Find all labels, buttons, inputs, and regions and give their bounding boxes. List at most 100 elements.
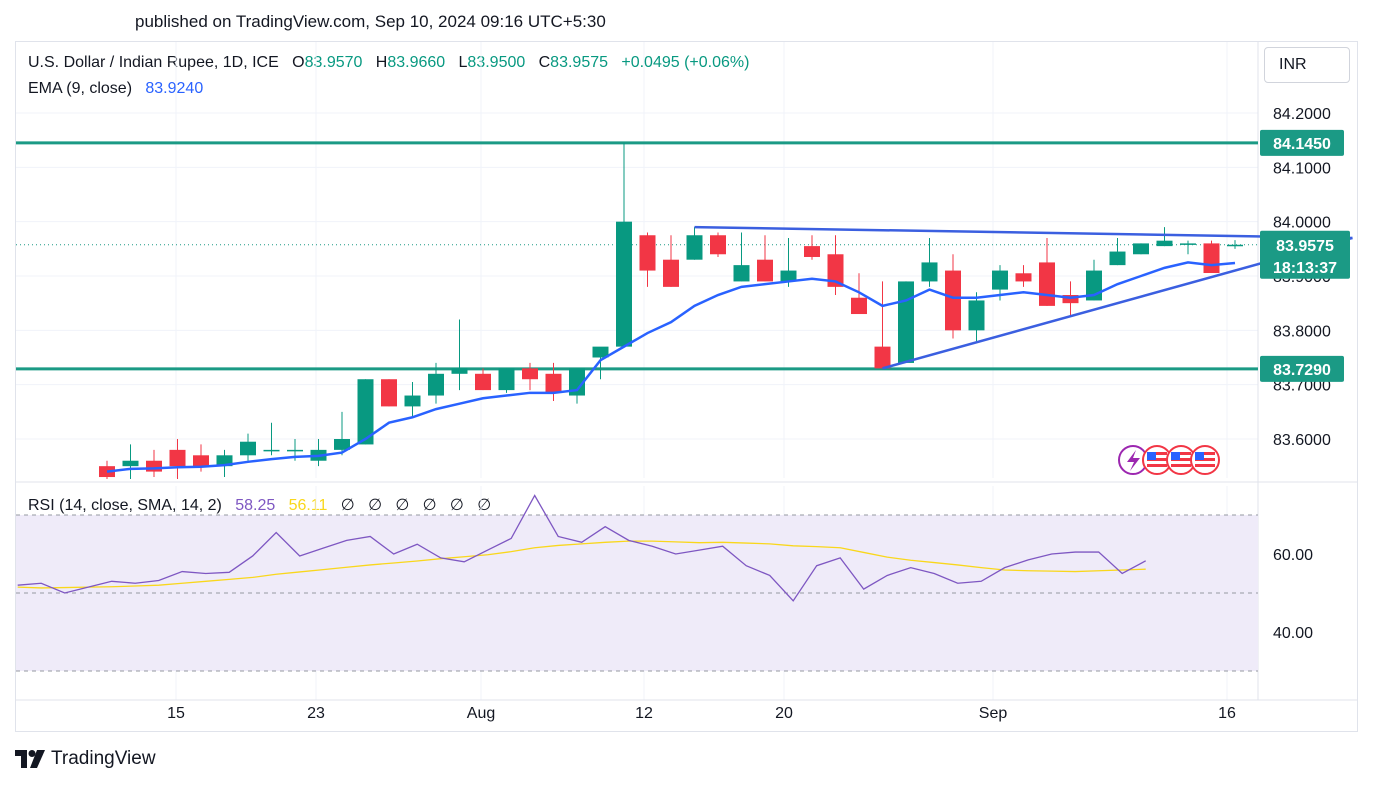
ema-value: 83.9240 bbox=[145, 80, 204, 97]
candle-body bbox=[216, 455, 233, 467]
candle-body bbox=[287, 449, 303, 452]
candle-body bbox=[193, 455, 209, 467]
candle-body bbox=[968, 300, 985, 331]
candle-body bbox=[592, 346, 609, 358]
change-value: +0.0495 (+0.06%) bbox=[621, 54, 750, 71]
candle-body bbox=[1015, 273, 1032, 282]
y-tick-label: 83.8000 bbox=[1273, 323, 1331, 340]
last-price-tag bbox=[1260, 230, 1350, 279]
y-tick-label: 83.7000 bbox=[1273, 378, 1331, 395]
rsi-lines bbox=[17, 494, 1147, 602]
candle-body bbox=[522, 368, 538, 380]
us-flag-icon[interactable] bbox=[1190, 445, 1220, 475]
currency-button[interactable]: INR bbox=[1264, 47, 1350, 83]
rsi-extra-1: ∅ bbox=[368, 497, 383, 514]
candle-body bbox=[169, 449, 186, 467]
candle-body bbox=[710, 235, 726, 255]
candle-body bbox=[1039, 262, 1055, 306]
candle-body bbox=[639, 235, 656, 271]
x-tick-label: Sep bbox=[979, 705, 1008, 722]
trendline bbox=[694, 225, 1353, 240]
candle-body bbox=[146, 460, 162, 472]
candle-body bbox=[1180, 243, 1196, 245]
candle-body bbox=[240, 441, 256, 456]
candle-body bbox=[945, 270, 961, 331]
event-icons[interactable] bbox=[1118, 445, 1220, 475]
rsi-series bbox=[17, 494, 1147, 602]
rsi-legend: RSI (14, close, SMA, 14, 2) 58.25 56.11 … bbox=[28, 495, 491, 515]
candle-body bbox=[381, 379, 397, 407]
rsi-extra-3: ∅ bbox=[422, 497, 437, 514]
level-price-tag bbox=[1260, 129, 1344, 156]
rsi-value: 58.25 bbox=[235, 497, 276, 514]
price-labels: 84.1450 83.7290 83.9575 18:13:37 bbox=[1260, 129, 1350, 382]
candle-body bbox=[663, 259, 679, 287]
axes: 83.600083.700083.800083.900084.000084.10… bbox=[167, 106, 1331, 722]
y-tick-label: 84.2000 bbox=[1273, 106, 1331, 123]
high-value: 83.9660 bbox=[387, 54, 446, 71]
candle-body bbox=[498, 368, 515, 391]
x-tick-label: 20 bbox=[775, 705, 793, 722]
candle-body bbox=[874, 346, 891, 369]
open-label: O bbox=[292, 54, 305, 71]
candle-body bbox=[475, 373, 491, 391]
candle-body bbox=[898, 281, 914, 363]
rsi-sma-value: 56.11 bbox=[288, 497, 328, 514]
close-label: C bbox=[538, 54, 551, 71]
x-tick-label: 12 bbox=[635, 705, 653, 722]
x-tick-label: 15 bbox=[167, 705, 185, 722]
candle-body bbox=[1133, 243, 1149, 255]
rsi-extra-2: ∅ bbox=[395, 497, 410, 514]
candle-body bbox=[404, 395, 421, 407]
candle-body bbox=[1156, 240, 1173, 247]
grid bbox=[16, 42, 1357, 701]
trendlines bbox=[694, 225, 1353, 370]
candle-body bbox=[428, 373, 444, 396]
candle-body bbox=[357, 379, 374, 445]
level-price-label: 84.1450 bbox=[1273, 136, 1331, 153]
candle-body bbox=[804, 246, 820, 257]
candles bbox=[99, 142, 1243, 479]
candle-body bbox=[263, 449, 280, 452]
countdown-label: 18:13:37 bbox=[1273, 260, 1337, 277]
low-value: 83.9500 bbox=[467, 54, 526, 71]
candle-body bbox=[827, 254, 844, 287]
candle-body bbox=[1227, 244, 1243, 247]
horizontal-levels bbox=[16, 141, 1258, 371]
candle-body bbox=[616, 221, 632, 347]
symbol-title[interactable]: U.S. Dollar / Indian Rupee, 1D, ICE bbox=[28, 54, 279, 71]
candle-body bbox=[921, 262, 938, 282]
low-label: L bbox=[458, 54, 468, 71]
candle-body bbox=[686, 235, 703, 260]
candle-body bbox=[569, 368, 585, 396]
ema-label[interactable]: EMA (9, close) bbox=[28, 80, 133, 97]
rsi-label[interactable]: RSI (14, close, SMA, 14, 2) bbox=[28, 497, 222, 514]
candle-body bbox=[757, 259, 773, 282]
x-tick-label: 23 bbox=[307, 705, 325, 722]
candle-body bbox=[334, 439, 350, 450]
close-value: 83.9575 bbox=[550, 54, 609, 71]
x-tick-label: 16 bbox=[1218, 705, 1236, 722]
rsi-extra-4: ∅ bbox=[449, 497, 464, 514]
candle-body bbox=[545, 373, 562, 393]
rsi-band bbox=[16, 514, 1258, 672]
chart-frame bbox=[15, 41, 1358, 732]
candle-body bbox=[780, 270, 797, 282]
rsi-sma-series bbox=[17, 540, 1146, 589]
open-value: 83.9570 bbox=[304, 54, 363, 71]
candle-body bbox=[851, 297, 867, 315]
rsi-y-tick-label: 60.00 bbox=[1273, 547, 1313, 564]
ema-series bbox=[106, 261, 1236, 473]
level-price-tag bbox=[1260, 355, 1344, 382]
tradingview-logo[interactable]: TradingView bbox=[15, 748, 156, 770]
published-caption: published on TradingView.com, Sep 10, 20… bbox=[135, 12, 606, 31]
brand-name: TradingView bbox=[51, 748, 156, 769]
x-tick-label: Aug bbox=[467, 705, 495, 722]
candle-body bbox=[992, 270, 1008, 290]
high-label: H bbox=[375, 54, 388, 71]
level-price-label: 83.7290 bbox=[1273, 362, 1331, 379]
ema-legend: EMA (9, close) 83.9240 bbox=[28, 80, 203, 98]
last-price-label: 83.9575 bbox=[1276, 238, 1334, 255]
candle-body bbox=[1203, 243, 1220, 274]
